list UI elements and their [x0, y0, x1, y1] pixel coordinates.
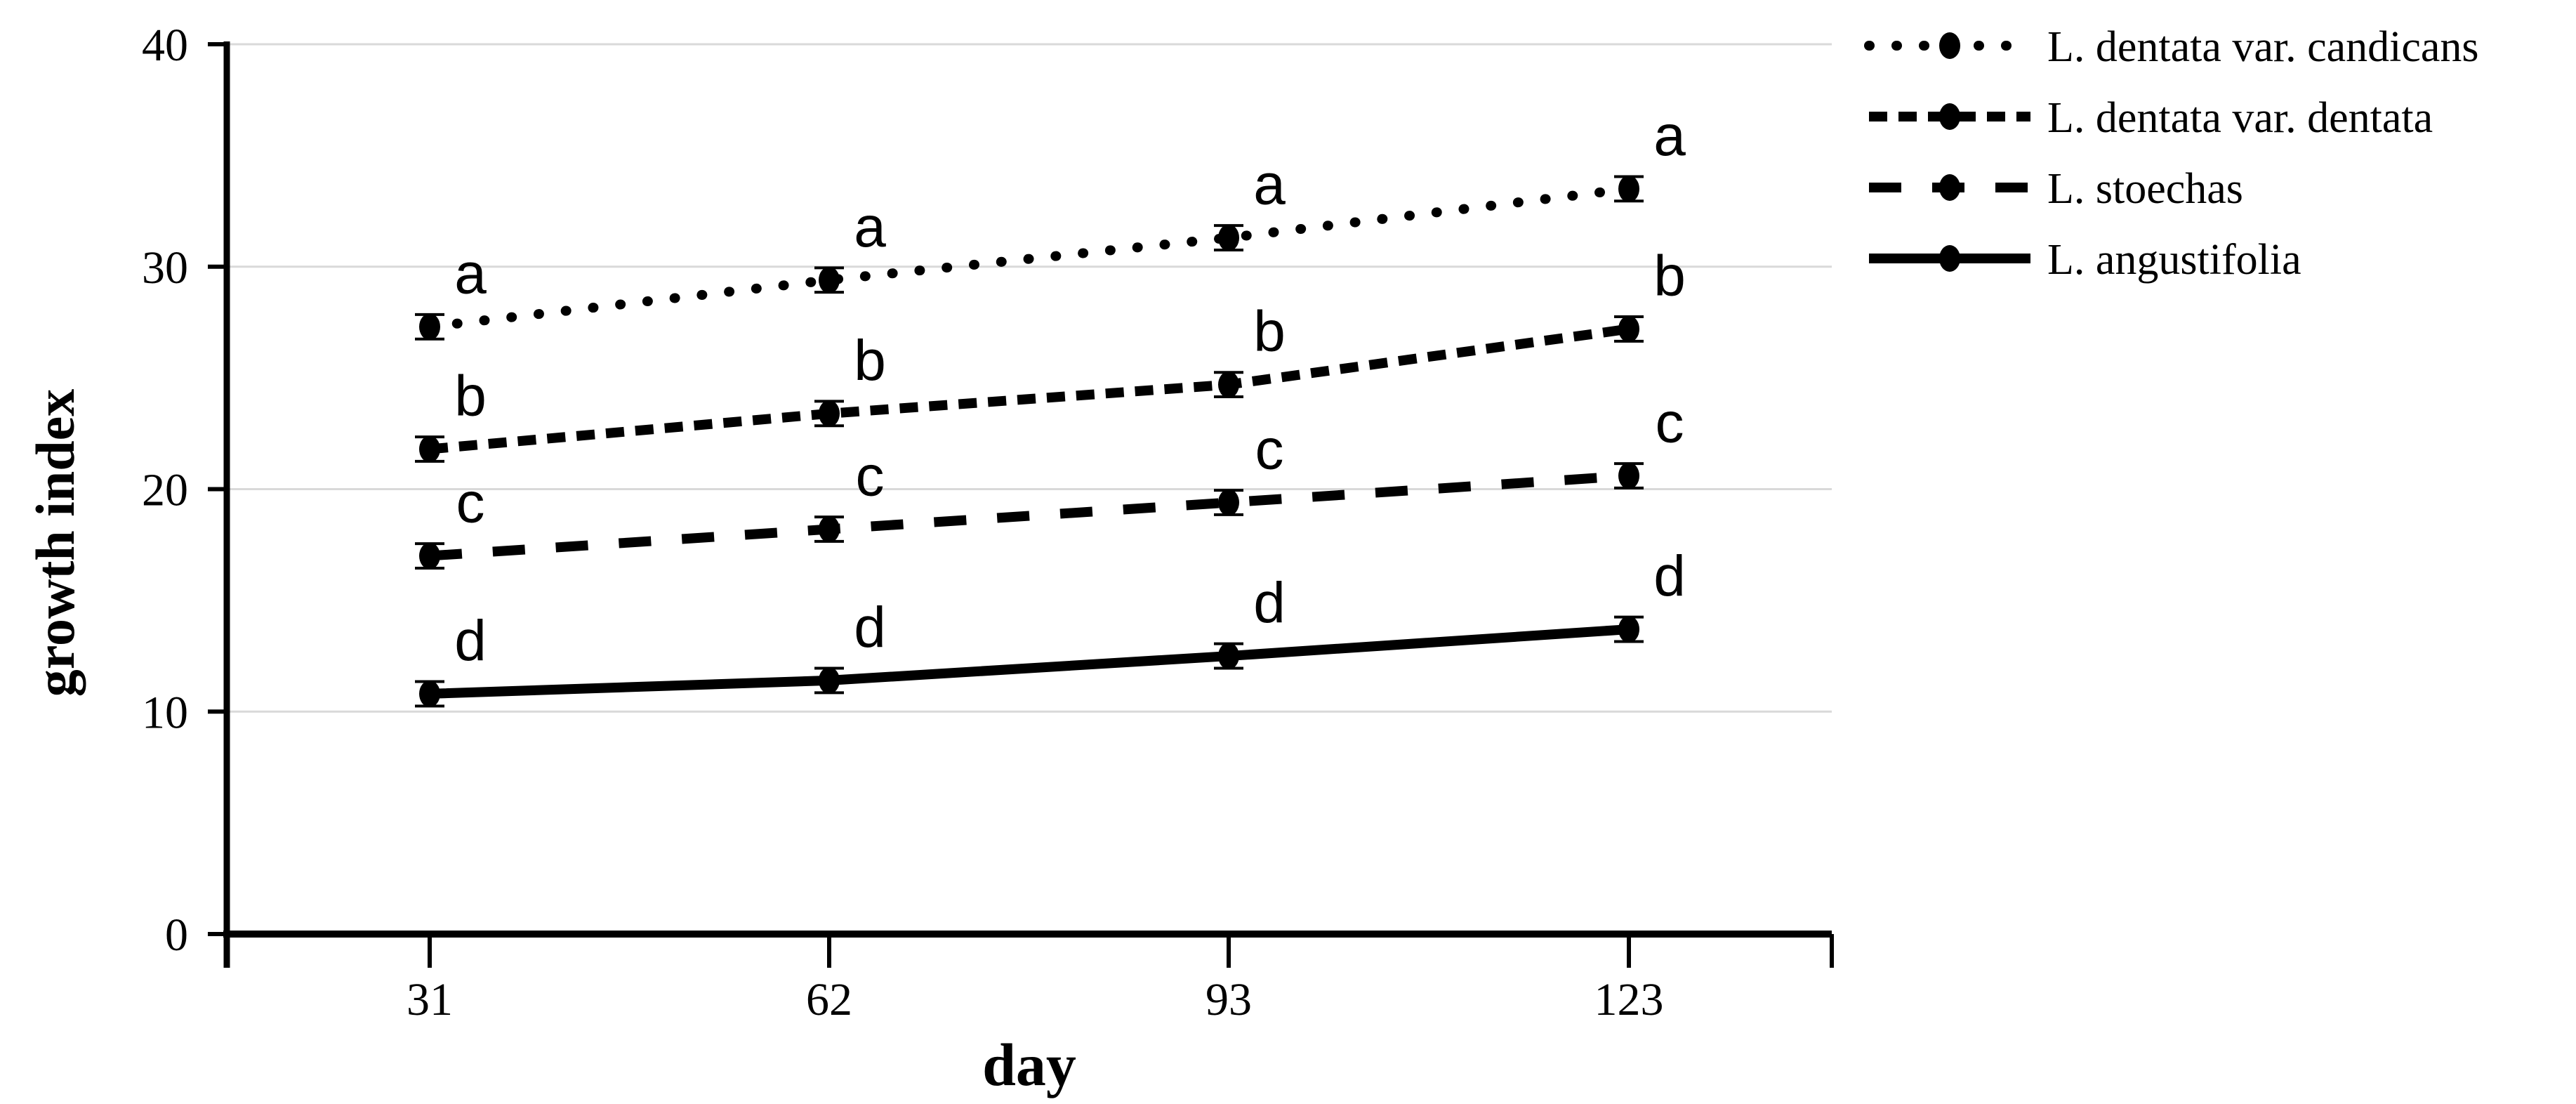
point-letter: a — [1253, 153, 1286, 217]
y-tick-label: 30 — [142, 242, 188, 294]
data-point-marker — [1618, 462, 1639, 489]
legend-item: L. dentata var. candicans — [1864, 23, 2479, 71]
data-point-marker — [1618, 315, 1639, 343]
point-letter: b — [454, 364, 487, 428]
point-letter: a — [454, 242, 487, 305]
data-point-marker — [1218, 224, 1239, 251]
data-point-marker — [1618, 175, 1639, 202]
data-point-marker — [819, 515, 840, 543]
data-point-marker — [419, 542, 440, 570]
data-point-marker — [1218, 489, 1239, 516]
legend-swatch-marker — [1939, 32, 1960, 59]
x-tick-label: 31 — [407, 974, 453, 1025]
series-line-d — [429, 624, 1630, 699]
data-point-marker — [819, 666, 840, 694]
axes — [208, 41, 1834, 968]
data-point-marker — [819, 266, 840, 294]
point-letter: b — [1253, 300, 1286, 364]
series-line-c — [429, 471, 1630, 561]
data-point-marker — [1218, 371, 1239, 398]
legend-item: L. stoechas — [1869, 165, 2243, 213]
tick-labels: 0 10 20 30 40 31 62 93 123 — [142, 20, 1664, 1025]
point-letter: b — [854, 329, 886, 393]
data-point-marker — [819, 400, 840, 427]
point-letter: d — [1653, 544, 1686, 608]
gridlines — [230, 43, 1832, 713]
legend-label: L. stoechas — [2047, 165, 2243, 213]
y-axis-title: growth index — [25, 389, 86, 697]
y-tick-label: 40 — [142, 20, 188, 71]
point-letter: b — [1653, 244, 1686, 308]
point-letter: c — [856, 445, 885, 508]
x-tick-label: 123 — [1594, 974, 1664, 1025]
data-point-marker — [419, 313, 440, 341]
legend-label: L. angustifolia — [2047, 236, 2301, 284]
point-letter: c — [456, 471, 485, 535]
data-point-marker — [419, 435, 440, 463]
point-letter: c — [1656, 390, 1684, 454]
point-letter: d — [854, 596, 886, 659]
data-point-marker — [1618, 616, 1639, 643]
legend-label: L. dentata var. candicans — [2047, 23, 2479, 71]
point-letter: c — [1255, 418, 1284, 482]
y-tick-label: 20 — [142, 465, 188, 516]
point-letter: d — [1253, 571, 1286, 635]
data-point-marker — [419, 680, 440, 707]
y-tick-label: 10 — [142, 687, 188, 738]
point-letter: d — [454, 609, 487, 673]
x-tick-label: 62 — [806, 974, 852, 1025]
point-letter: a — [854, 195, 886, 259]
x-axis-title: day — [982, 1031, 1076, 1098]
y-tick-label: 0 — [165, 909, 188, 961]
legend: L. dentata var. candicans L. dentata var.… — [1864, 23, 2479, 284]
legend-label: L. dentata var. dentata — [2047, 94, 2433, 142]
series-line-b — [429, 324, 1630, 454]
data-point-marker — [1218, 643, 1239, 670]
x-tick-label: 93 — [1206, 974, 1252, 1025]
legend-item: L. dentata var. dentata — [1869, 94, 2433, 142]
legend-swatch-marker — [1939, 174, 1960, 201]
data-point-markers — [419, 175, 1639, 707]
legend-item: L. angustifolia — [1869, 236, 2301, 284]
legend-swatch-marker — [1939, 245, 1960, 272]
series-line-a — [425, 183, 1634, 332]
point-letter: a — [1653, 104, 1686, 168]
series-lines — [425, 183, 1634, 699]
legend-swatch-marker — [1939, 103, 1960, 130]
